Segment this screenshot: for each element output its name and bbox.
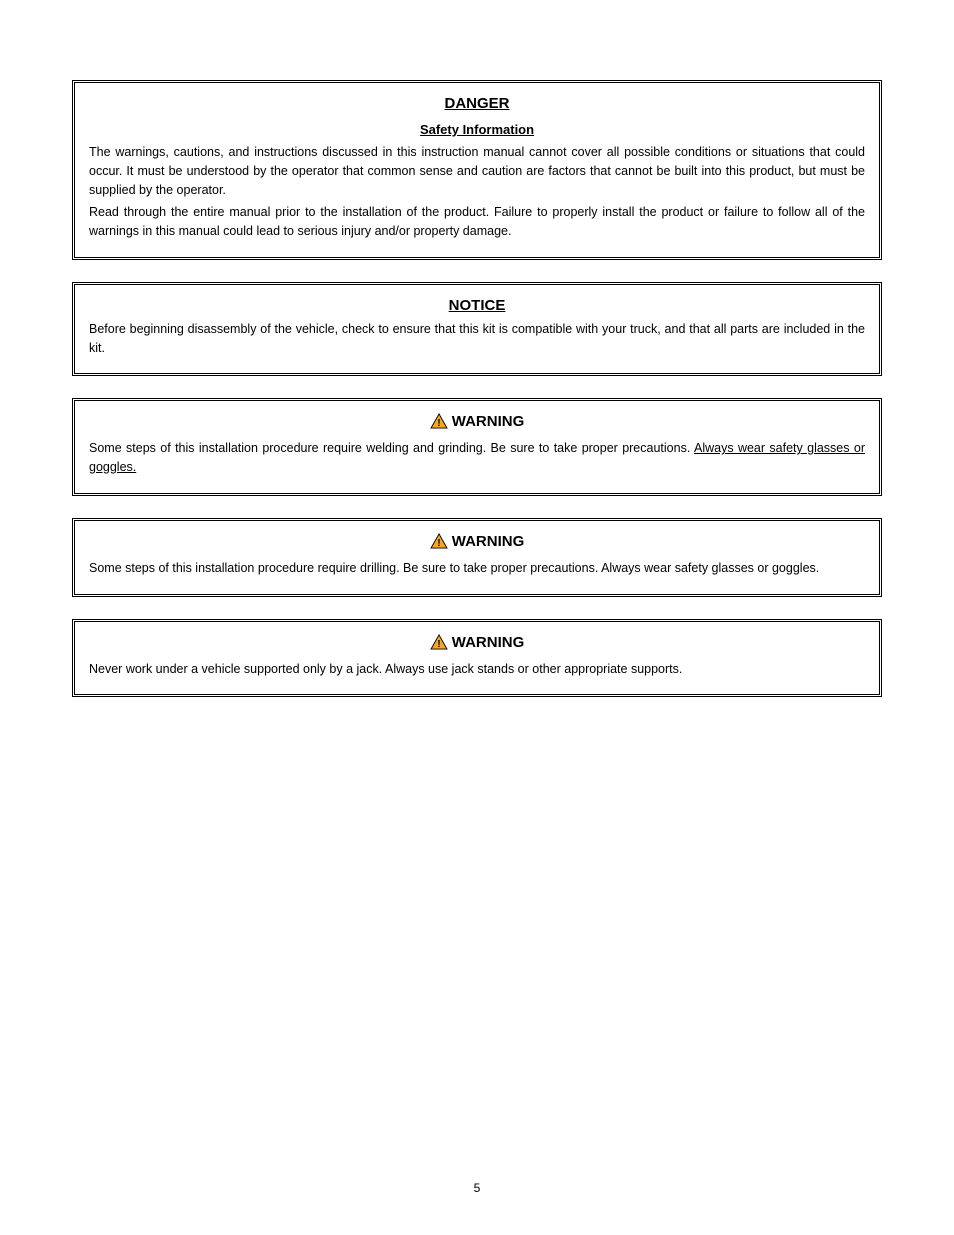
warning-drill-title: !WARNING (89, 533, 865, 553)
svg-text:!: ! (437, 418, 440, 429)
svg-text:!: ! (437, 538, 440, 549)
warning-icon: ! (430, 533, 448, 553)
notice-title: NOTICE (89, 297, 865, 314)
warning-weld-title: !WARNING (89, 413, 865, 433)
svg-text:!: ! (437, 638, 440, 649)
warning-drill-paragraph: Some steps of this installation procedur… (89, 559, 865, 578)
box-notice: NOTICE Before beginning disassembly of th… (72, 282, 882, 377)
danger-paragraph: The warnings, cautions, and instructions… (89, 143, 865, 199)
danger-title: DANGER (89, 95, 865, 112)
warning-weld-paragraph: Some steps of this installation procedur… (89, 439, 865, 477)
box-warning-weld: !WARNING Some steps of this installation … (72, 398, 882, 496)
warning-jack-paragraph: Never work under a vehicle supported onl… (89, 660, 865, 679)
notice-paragraph: Before beginning disassembly of the vehi… (89, 320, 865, 358)
warning-icon: ! (430, 634, 448, 654)
danger-paragraph: Read through the entire manual prior to … (89, 203, 865, 241)
warning-jack-title: !WARNING (89, 634, 865, 654)
page-number: 5 (0, 1181, 954, 1195)
warning-icon: ! (430, 413, 448, 433)
box-danger: DANGER Safety Information The warnings, ca… (72, 80, 882, 260)
box-warning-jack: !WARNING Never work under a vehicle suppo… (72, 619, 882, 698)
box-warning-drill: !WARNING Some steps of this installation … (72, 518, 882, 597)
danger-heading: Safety Information (89, 122, 865, 137)
